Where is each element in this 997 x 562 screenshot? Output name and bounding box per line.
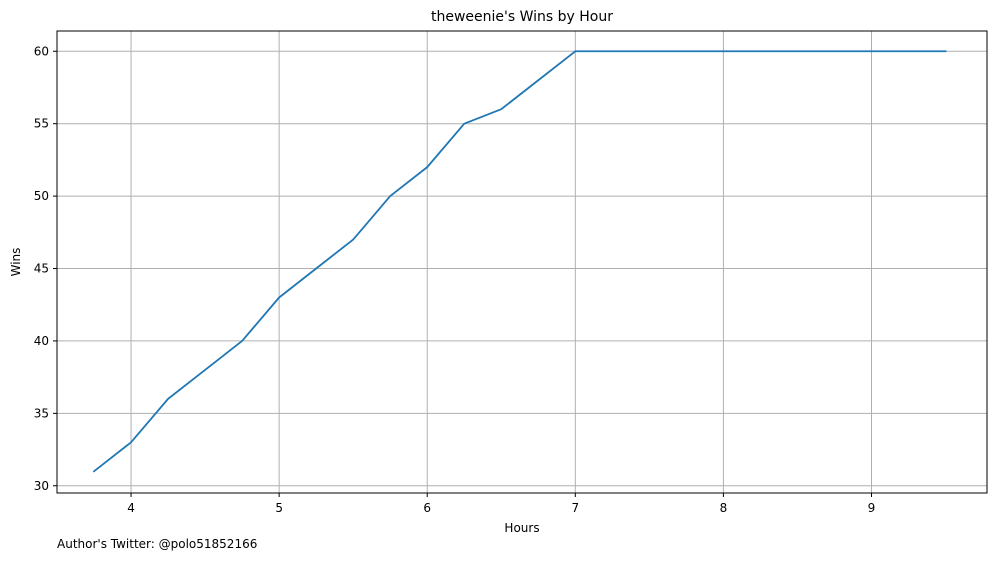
y-tick-label: 35 [34,406,49,420]
x-tick-label: 4 [127,501,135,515]
y-tick-label: 55 [34,117,49,131]
y-axis-label: Wins [9,248,23,277]
y-tick-label: 60 [34,44,49,58]
plot-frame [56,30,988,494]
x-tick-label: 7 [571,501,579,515]
x-axis-label: Hours [504,521,539,535]
x-axis-ticks: 4 5 6 7 8 9 [127,493,875,515]
y-tick-label: 50 [34,189,49,203]
chart-title: theweenie's Wins by Hour [431,9,613,25]
grid-lines [57,31,987,493]
y-tick-label: 45 [34,262,49,276]
y-axis-ticks: 30 35 40 45 50 55 60 [34,44,57,493]
series-layer [92,50,947,473]
x-tick-label: 6 [423,501,431,515]
x-tick-label: 5 [275,501,283,515]
y-tick-label: 30 [34,479,49,493]
x-tick-label: 9 [868,501,876,515]
x-tick-label: 8 [720,501,728,515]
y-tick-label: 40 [34,334,49,348]
author-footnote: Author's Twitter: @polo51852166 [57,537,258,551]
wins-series-line [92,50,947,473]
